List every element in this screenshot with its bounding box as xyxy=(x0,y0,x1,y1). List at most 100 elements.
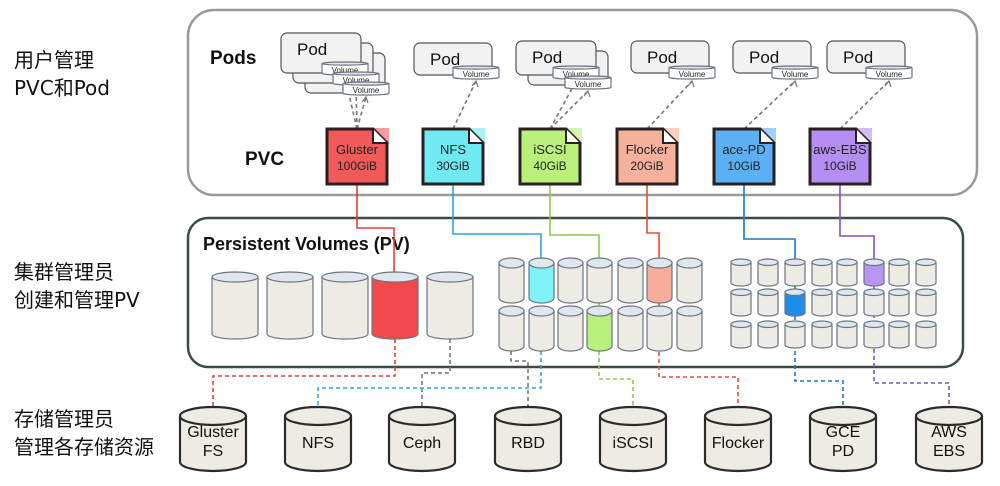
volume-label: Volume xyxy=(332,66,359,75)
volume-icon: Volume xyxy=(452,65,500,80)
pvc-size: 10GiB xyxy=(727,159,760,173)
storage-flocker-top xyxy=(703,405,773,427)
pv-small-cylinder-body xyxy=(730,324,752,349)
pv-medium-cylinder xyxy=(586,305,613,352)
storage-gluster-fs-top xyxy=(178,405,248,427)
pvc-size: 10GiB xyxy=(823,159,856,173)
cluster-admin-label-line2: 创建和管理PV xyxy=(14,288,140,312)
volume-label: Volume xyxy=(353,86,380,95)
arrowhead-icon xyxy=(884,79,892,88)
pv-large-cylinder-top xyxy=(211,271,259,283)
pv-medium-cylinder-body xyxy=(498,263,525,304)
pv-medium-cylinder-top xyxy=(557,257,584,269)
pv-large-cylinder-body xyxy=(266,277,314,340)
pv-small-cylinder xyxy=(730,258,752,287)
pv-small-cylinder-body xyxy=(863,292,885,317)
volume-label: Volume xyxy=(679,70,706,79)
pv-small-cylinder-body xyxy=(888,324,910,349)
link-pv-aws-ebs xyxy=(873,286,950,407)
volume-icon-top xyxy=(552,65,600,70)
link-pv-ceph xyxy=(421,339,451,407)
pv-small-cylinder-top xyxy=(836,288,858,297)
pv-medium-cylinder-top xyxy=(498,305,525,317)
arrowhead-icon xyxy=(361,95,369,104)
pv-large-cylinder xyxy=(211,271,259,340)
pvc-aws-ebs: aws-EBS 10GiB xyxy=(808,127,872,186)
storage-gluster-fs: Gluster FS xyxy=(178,405,248,473)
pv-medium-cylinder-body xyxy=(498,311,525,352)
pv-small-cylinder xyxy=(915,320,937,349)
storage-nfs-body xyxy=(283,416,353,473)
pv-medium-cylinder-body xyxy=(617,311,644,352)
pv-medium-cylinder-body xyxy=(557,263,584,304)
pvc-heading: PVC xyxy=(245,149,284,170)
pv-small-cylinder-top xyxy=(757,288,779,297)
link-pv-rbd xyxy=(510,351,529,407)
pv-medium-cylinder xyxy=(498,257,525,304)
volume-icon: Volume xyxy=(342,81,390,96)
pv-medium-cylinder xyxy=(676,257,703,304)
pv-medium-cylinder-top xyxy=(557,305,584,317)
pvc-name: Gluster xyxy=(336,142,379,157)
pv-medium-cylinder xyxy=(617,305,644,352)
pvc-size: 40GiB xyxy=(533,159,566,173)
pv-large-cylinder-body xyxy=(321,277,369,340)
volume-icon: Volume xyxy=(771,65,819,80)
volume-icon-top xyxy=(865,65,913,70)
pv-small-cylinder xyxy=(784,258,806,287)
pv-small-cylinder-top xyxy=(888,320,910,329)
volume-icon-top xyxy=(332,71,380,76)
pv-small-cylinder-body xyxy=(863,262,885,287)
link-gluster xyxy=(356,185,395,272)
volume-icon-top xyxy=(668,65,716,70)
pvc-fold-icon xyxy=(372,129,387,144)
storage-gce-pd: GCE PD xyxy=(808,405,878,473)
pv-small-cylinder xyxy=(730,320,752,349)
pvc-name: aws-EBS xyxy=(813,142,867,157)
pv-small-cylinder-top xyxy=(811,258,833,267)
pv-small-cylinder xyxy=(784,288,806,317)
pv-small-cylinder-body xyxy=(784,262,806,287)
arrowhead-icon xyxy=(790,79,798,88)
volume-icon-top xyxy=(564,75,612,80)
pvc-size: 30GiB xyxy=(436,159,469,173)
pv-medium-cylinder-top xyxy=(646,305,673,317)
pv-medium-cylinder-body xyxy=(528,311,555,352)
pv-small-cylinder-body xyxy=(784,324,806,349)
pv-small-cylinder-body xyxy=(915,262,937,287)
pv-small-cylinder-body xyxy=(836,324,858,349)
volume-label: Volume xyxy=(463,70,490,79)
pv-medium-cylinder-top xyxy=(528,257,555,269)
pv-medium-cylinder-top xyxy=(617,257,644,269)
pv-medium-cylinder-body xyxy=(676,311,703,352)
storage-label: Gluster xyxy=(187,424,239,441)
pv-medium-cylinder xyxy=(646,305,673,352)
pv-small-cylinder-body xyxy=(888,262,910,287)
storage-label: RBD xyxy=(511,435,545,452)
storage-iscsi-body xyxy=(598,416,668,473)
storage-admin-label-line2: 管理各存储资源 xyxy=(14,435,154,459)
pv-medium-cylinder-body xyxy=(676,263,703,304)
storage-admin-label-line1: 存储管理员 xyxy=(14,407,114,431)
pvc-name: ace-PD xyxy=(722,142,765,157)
volume-icon-body xyxy=(865,67,913,80)
volume-icon-top xyxy=(771,65,819,70)
storage-aws-ebs-top xyxy=(914,405,984,427)
storage-flocker: Flocker xyxy=(703,405,773,473)
storage-gluster-fs-body xyxy=(178,416,248,473)
pvc-size: 20GiB xyxy=(630,159,663,173)
pv-small-cylinder xyxy=(888,258,910,287)
pv-medium-cylinder xyxy=(528,305,555,352)
pv-heading: Persistent Volumes (PV) xyxy=(203,234,410,254)
pv-small-cylinder xyxy=(730,288,752,317)
arrowhead-icon xyxy=(583,89,591,98)
pv-small-cylinder xyxy=(888,320,910,349)
pv-small-cylinder xyxy=(757,258,779,287)
pv-small-cylinder xyxy=(836,258,858,287)
